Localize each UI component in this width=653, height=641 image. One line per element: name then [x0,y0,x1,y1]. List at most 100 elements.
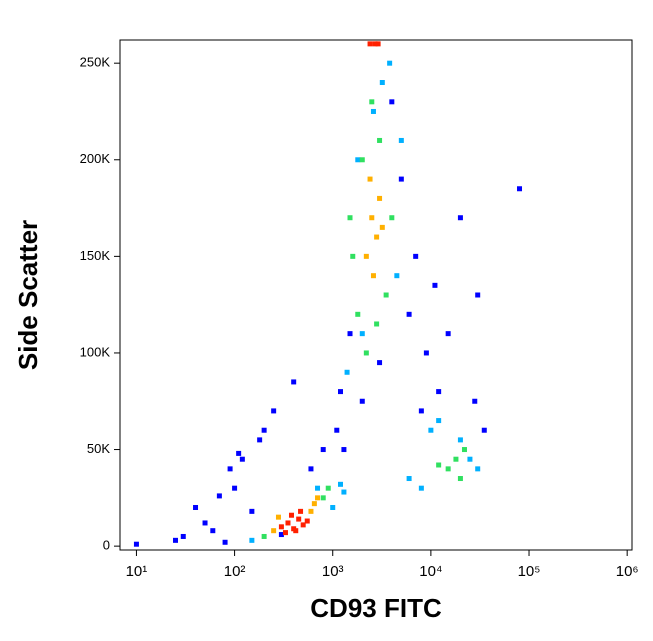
x-tick-label: 10² [224,563,246,580]
point [406,476,412,482]
point [304,518,310,524]
point [475,466,481,472]
point [445,331,451,337]
point [377,360,383,366]
point [311,501,317,507]
point [423,350,429,356]
point [398,176,404,182]
point [315,485,321,491]
point [445,466,451,472]
point [278,532,284,538]
point [377,137,383,143]
point [436,418,442,424]
point [457,215,463,221]
point [467,456,473,462]
point [347,331,353,337]
point [359,157,365,163]
point [271,408,277,414]
point [457,476,463,482]
point [367,176,373,182]
point [398,137,404,143]
point [193,505,199,510]
point [457,437,463,443]
point [261,533,267,539]
point [236,450,242,456]
point [216,493,222,499]
point [389,215,395,221]
point [172,537,178,543]
x-tick-label: 10⁵ [518,563,541,580]
point [282,530,288,536]
point [334,427,340,433]
point [436,462,442,468]
point [374,321,380,327]
x-axis-label: CD93 FITC [310,593,442,623]
point [472,398,478,404]
point [389,99,395,105]
point [363,253,369,259]
y-tick-label: 50K [87,441,110,456]
point [347,215,353,221]
y-tick-label: 150K [80,248,111,263]
point [369,215,375,221]
point [344,369,350,375]
point [453,456,459,462]
point [418,485,424,491]
point [288,512,294,518]
point [375,41,381,47]
point [481,427,487,433]
x-tick-label: 10³ [322,563,344,580]
point [293,528,299,534]
point [432,282,438,288]
point [475,292,481,298]
point [379,80,385,85]
y-tick-label: 250K [80,55,111,70]
point [320,495,326,501]
point [210,528,216,534]
point [338,481,344,487]
point [275,514,281,520]
point [298,508,304,514]
point [257,437,263,443]
y-tick-label: 0 [103,538,110,553]
y-tick-label: 200K [80,151,111,166]
x-tick-label: 10⁶ [616,563,639,580]
point [232,485,238,491]
point [320,447,326,453]
point [341,489,347,495]
point [355,311,361,317]
point [517,186,523,192]
point [374,234,380,240]
point [379,224,385,230]
point [271,528,277,534]
point [461,447,467,453]
point [278,524,284,530]
point [369,99,375,105]
point [406,311,412,317]
point [377,195,383,201]
point [350,253,356,259]
point [359,398,365,404]
point [202,520,208,526]
point [291,379,297,385]
x-tick-label: 10⁴ [419,563,442,580]
point [372,41,378,47]
point [341,447,347,453]
point [315,495,321,501]
point [363,350,369,356]
point [436,389,442,395]
point [370,273,376,279]
x-tick-label: 10¹ [126,563,148,580]
point [367,41,373,47]
point [428,427,434,433]
point [308,466,314,472]
point [239,456,245,462]
point [370,108,376,114]
point [296,516,302,522]
point [227,466,233,472]
point [394,273,400,279]
point [359,331,365,337]
point [308,508,314,514]
point [180,533,186,539]
